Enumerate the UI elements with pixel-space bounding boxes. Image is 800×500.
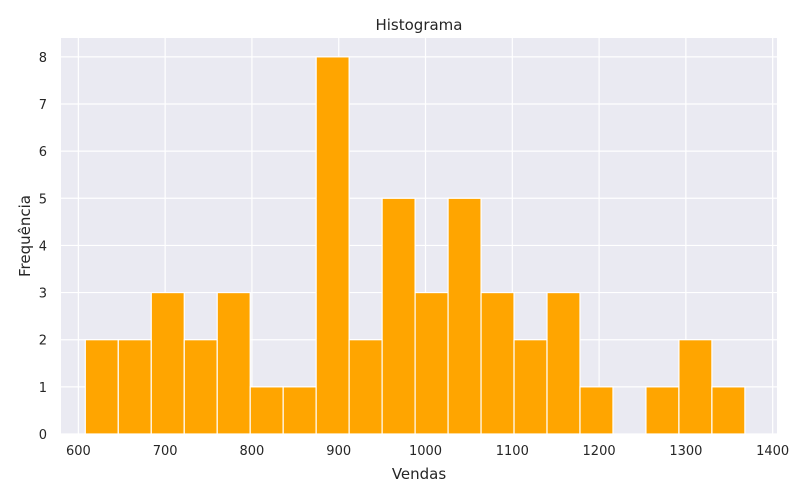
histogram-bar — [645, 386, 680, 435]
histogram-bar — [216, 291, 251, 435]
histogram-bar — [183, 339, 218, 435]
x-axis-label: Vendas — [392, 465, 447, 483]
x-tick-label: 900 — [326, 444, 351, 459]
bars — [84, 56, 746, 435]
histogram-bar — [150, 291, 185, 435]
x-tick-label: 1100 — [496, 444, 529, 459]
x-tick-label: 1300 — [669, 444, 702, 459]
y-tick-label: 8 — [39, 51, 47, 66]
x-tick-label: 1200 — [583, 444, 616, 459]
x-tick-label: 600 — [66, 444, 91, 459]
histogram-bar — [480, 291, 515, 435]
histogram-bar — [513, 339, 548, 435]
histogram-bar — [315, 56, 350, 435]
y-tick-label: 2 — [39, 334, 47, 349]
chart-title: Histograma — [375, 16, 462, 34]
x-axis-ticks: 600 700 800 900 1000 1100 1200 1300 1400 — [66, 444, 789, 459]
y-tick-label: 0 — [39, 428, 47, 443]
x-tick-label: 1400 — [756, 444, 789, 459]
histogram-bar — [711, 386, 746, 435]
y-tick-label: 7 — [39, 98, 47, 113]
y-axis-label: Frequência — [16, 195, 34, 277]
x-tick-label: 800 — [240, 444, 265, 459]
histogram-bar — [546, 291, 581, 435]
histogram-bar — [84, 339, 119, 435]
histogram-bar — [282, 386, 317, 435]
y-tick-label: 3 — [39, 287, 47, 302]
histogram-bar — [414, 291, 449, 435]
y-axis-ticks: 0 1 2 3 4 5 6 7 8 — [39, 51, 47, 443]
histogram-bar — [579, 386, 614, 435]
histogram-bar — [447, 197, 482, 435]
histogram-bar — [117, 339, 152, 435]
y-tick-label: 4 — [39, 239, 47, 254]
x-tick-label: 1000 — [409, 444, 442, 459]
y-tick-label: 1 — [39, 381, 47, 396]
histogram-bar — [249, 386, 284, 435]
histogram-bar — [381, 197, 416, 435]
histogram-bar — [348, 339, 383, 435]
histogram-bar — [678, 339, 713, 435]
y-tick-label: 5 — [39, 192, 47, 207]
y-tick-label: 6 — [39, 145, 47, 160]
x-tick-label: 700 — [153, 444, 178, 459]
